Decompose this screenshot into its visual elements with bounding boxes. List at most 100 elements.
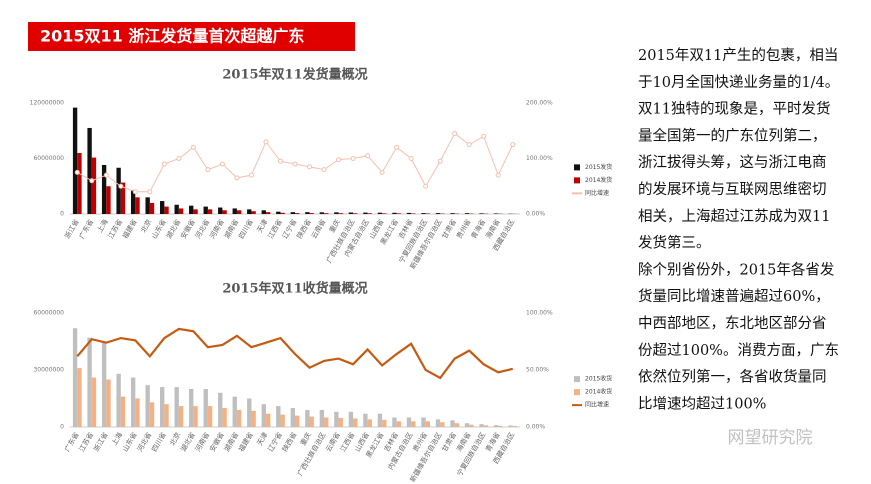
slide-title: 2015双11 浙江发货量首次超越广东 — [40, 27, 304, 46]
bar — [450, 213, 455, 214]
paragraph-line: 除个别省份外，2015年各省发 — [638, 261, 834, 278]
bar — [305, 212, 310, 214]
bar — [265, 212, 271, 214]
bar — [425, 213, 430, 214]
bar — [91, 157, 97, 214]
bar — [309, 416, 314, 427]
y-tick-label: 60000000 — [33, 155, 64, 162]
line-marker — [74, 169, 80, 175]
y2-tick-label: 100.00% — [526, 155, 553, 162]
paragraph-line: 份超过100%。消费方面，广东 — [638, 342, 839, 359]
bar — [421, 213, 426, 214]
line-marker — [437, 158, 443, 164]
y2-tick-label: 100.00% — [526, 310, 553, 317]
line-marker — [495, 172, 501, 178]
bar — [392, 212, 397, 214]
chart-title: 2015年双11发货量概况 — [222, 67, 367, 83]
bar — [120, 182, 126, 214]
bar — [135, 197, 140, 214]
bar — [493, 425, 499, 427]
bar — [120, 396, 126, 427]
bar — [135, 398, 140, 427]
bar — [174, 387, 179, 427]
bar — [247, 209, 252, 214]
bar — [334, 212, 339, 214]
bar — [77, 368, 82, 427]
paragraph-line: 浙江拔得头筹，这与浙江电商 — [638, 154, 827, 171]
line-marker — [452, 131, 458, 137]
bar — [261, 210, 266, 214]
bar — [367, 213, 372, 214]
bar — [232, 396, 237, 427]
bar — [396, 213, 401, 214]
line-marker — [408, 156, 414, 161]
bar — [236, 210, 242, 214]
line-marker — [423, 183, 429, 189]
bar — [469, 424, 474, 427]
bar — [222, 210, 227, 214]
legend-swatch — [574, 177, 580, 184]
line-marker — [161, 161, 167, 167]
bar — [382, 213, 387, 214]
bar — [440, 422, 445, 427]
bar — [290, 212, 295, 214]
y2-tick-label: 0.00% — [526, 211, 545, 218]
line-series — [76, 327, 513, 380]
bar — [309, 213, 314, 214]
line-marker — [336, 157, 342, 163]
chart-title: 2015年双11收货量概况 — [222, 281, 367, 297]
bar — [464, 423, 470, 427]
y2-tick-label: 50.00% — [526, 367, 549, 374]
bar — [319, 212, 325, 214]
legend-swatch — [574, 389, 580, 396]
bar — [116, 373, 121, 427]
title-bar — [28, 22, 355, 51]
y2-tick-label: 0.00% — [526, 424, 545, 431]
bar — [290, 408, 295, 427]
bar — [338, 213, 343, 214]
bar — [101, 164, 107, 214]
bar — [367, 419, 372, 427]
bar — [203, 206, 208, 214]
line-marker — [205, 167, 211, 173]
line-marker — [103, 172, 109, 178]
legend-label: 2014发货 — [585, 176, 612, 184]
bar — [207, 209, 213, 214]
watermark: 网望研究院 — [728, 428, 813, 448]
bar — [130, 377, 136, 427]
paragraph-line: 的发展环境与互联网思维密切 — [638, 180, 827, 198]
legend-swatch — [574, 376, 580, 383]
y-tick-label: 30000000 — [33, 367, 64, 374]
line-marker — [466, 142, 472, 148]
bar — [421, 417, 426, 427]
line-marker — [248, 172, 254, 178]
bar — [222, 408, 227, 427]
bar — [91, 377, 97, 427]
bar — [512, 426, 518, 427]
bar — [295, 213, 300, 214]
bar — [334, 411, 339, 427]
line-marker — [118, 183, 124, 189]
bar — [377, 212, 383, 214]
paragraph-line: 发货第三。 — [638, 234, 711, 252]
y-tick-label: 60000000 — [33, 310, 64, 317]
paragraph-line: 相关，上海超过江苏成为双11 — [638, 208, 830, 225]
line-marker — [510, 142, 516, 148]
line-marker — [132, 189, 138, 195]
bar — [164, 404, 169, 427]
legend-label: 2014收货 — [585, 388, 612, 396]
bar — [130, 189, 136, 214]
bar — [251, 410, 256, 427]
bar — [207, 406, 213, 427]
bar — [232, 208, 237, 214]
bar — [295, 415, 300, 427]
bar — [319, 409, 325, 427]
line-marker — [277, 158, 283, 164]
bar — [178, 406, 184, 427]
paragraph-line: 于10月全国快递业务量的1/4。 — [638, 73, 839, 91]
bar — [353, 418, 358, 427]
paragraph-line: 量全国第一的广东位列第二， — [638, 126, 827, 144]
line-marker — [263, 139, 269, 145]
